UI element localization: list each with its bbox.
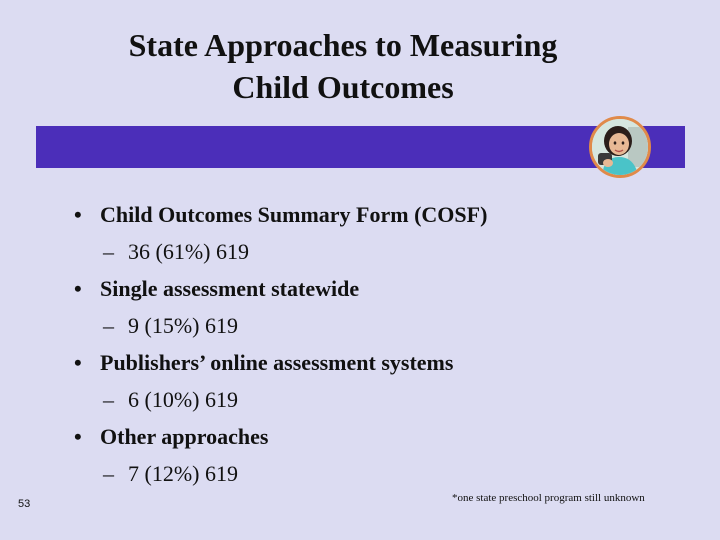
sub-item: – 7 (12%) 619: [74, 455, 674, 492]
child-photo-icon: [589, 116, 651, 178]
bullet-list: • Child Outcomes Summary Form (COSF) – 3…: [74, 196, 674, 492]
sub-item-text: 36 (61%) 619: [128, 239, 249, 264]
bullet-label: Other approaches: [100, 424, 269, 449]
sub-item-text: 6 (10%) 619: [128, 387, 238, 412]
sub-item-text: 9 (15%) 619: [128, 313, 238, 338]
sub-item: – 9 (15%) 619: [74, 307, 674, 344]
dash-marker: –: [103, 387, 114, 412]
bullet-item: • Single assessment statewide: [74, 270, 674, 307]
page-number: 53: [18, 498, 31, 510]
title-line-2: Child Outcomes: [232, 69, 454, 105]
sub-item: – 36 (61%) 619: [74, 233, 674, 270]
bullet-marker: •: [74, 276, 82, 301]
bullet-marker: •: [74, 350, 82, 375]
bullet-item: • Child Outcomes Summary Form (COSF): [74, 196, 674, 233]
dash-marker: –: [103, 461, 114, 486]
title-line-1: State Approaches to Measuring: [128, 27, 558, 63]
child-photo-illustration: [592, 119, 648, 175]
bullet-label: Child Outcomes Summary Form (COSF): [100, 202, 488, 227]
bullet-marker: •: [74, 424, 82, 449]
sub-item: – 6 (10%) 619: [74, 381, 674, 418]
dash-marker: –: [103, 313, 114, 338]
bullet-item: • Other approaches: [74, 418, 674, 455]
footnote: *one state preschool program still unkno…: [452, 492, 645, 504]
bullet-marker: •: [74, 202, 82, 227]
slide-title: State Approaches to Measuring Child Outc…: [0, 24, 686, 108]
accent-band: [36, 126, 685, 168]
bullet-label: Publishers’ online assessment systems: [100, 350, 454, 375]
dash-marker: –: [103, 239, 114, 264]
bullet-item: • Publishers’ online assessment systems: [74, 344, 674, 381]
bullet-label: Single assessment statewide: [100, 276, 360, 301]
sub-item-text: 7 (12%) 619: [128, 461, 238, 486]
